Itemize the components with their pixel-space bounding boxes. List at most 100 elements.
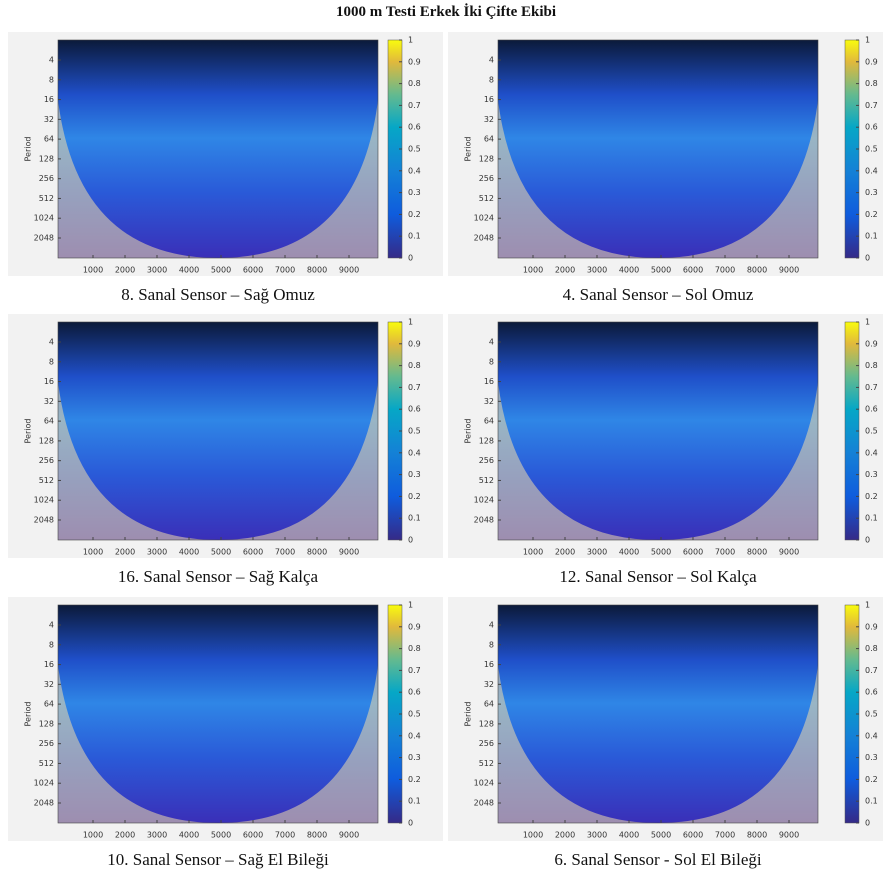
x-tick-label: 9000 bbox=[339, 831, 359, 840]
figure-title: 1000 m Testi Erkek İki Çifte Ekibi bbox=[336, 3, 556, 20]
x-tick-label: 7000 bbox=[275, 266, 295, 275]
colorbar-tick-label: 0.8 bbox=[408, 79, 421, 88]
colorbar-tick-label: 0.6 bbox=[408, 123, 421, 132]
x-tick-label: 4000 bbox=[619, 266, 639, 275]
x-tick-label: 7000 bbox=[275, 831, 295, 840]
x-tick-label: 6000 bbox=[683, 266, 703, 275]
colorbar-tick-label: 0.7 bbox=[408, 383, 421, 392]
y-tick-label: 128 bbox=[479, 436, 494, 445]
cone-of-influence bbox=[498, 100, 818, 258]
x-tick-label: 1000 bbox=[523, 831, 543, 840]
colorbar-tick-label: 0.3 bbox=[408, 470, 421, 479]
y-tick-label: 128 bbox=[39, 154, 54, 163]
wavelet-heatmap bbox=[58, 605, 378, 823]
panel-caption: 8. Sanal Sensor – Sağ Omuz bbox=[121, 285, 315, 304]
y-tick-label: 2048 bbox=[474, 516, 494, 525]
y-tick-label: 4 bbox=[489, 621, 494, 630]
y-axis-label: Period bbox=[464, 419, 473, 444]
y-tick-label: 16 bbox=[484, 95, 494, 104]
colorbar-tick-label: 0.6 bbox=[865, 123, 878, 132]
y-tick-label: 4 bbox=[489, 338, 494, 347]
y-tick-label: 8 bbox=[49, 640, 54, 649]
x-tick-label: 8000 bbox=[307, 831, 327, 840]
colorbar-tick-label: 0.7 bbox=[408, 666, 421, 675]
colorbar-tick-label: 0.8 bbox=[865, 644, 878, 653]
y-tick-label: 512 bbox=[39, 194, 54, 203]
x-tick-label: 8000 bbox=[747, 548, 767, 557]
plot-frame bbox=[57, 604, 379, 824]
y-tick-label: 1024 bbox=[34, 779, 54, 788]
y-tick-label: 4 bbox=[489, 56, 494, 65]
y-tick-label: 256 bbox=[479, 174, 494, 183]
y-tick-label: 8 bbox=[489, 75, 494, 84]
x-tick-label: 5000 bbox=[651, 548, 671, 557]
y-axis-label: Period bbox=[464, 702, 473, 727]
x-tick-label: 7000 bbox=[715, 831, 735, 840]
x-tick-label: 1000 bbox=[523, 548, 543, 557]
x-tick-label: 4000 bbox=[179, 266, 199, 275]
y-tick-label: 4 bbox=[49, 338, 54, 347]
x-tick-label: 5000 bbox=[651, 831, 671, 840]
colorbar-tick-label: 0.7 bbox=[865, 101, 878, 110]
y-axis-label: Period bbox=[24, 137, 33, 162]
x-tick-label: 9000 bbox=[779, 548, 799, 557]
y-tick-label: 32 bbox=[484, 115, 494, 124]
x-tick-label: 3000 bbox=[147, 831, 167, 840]
x-tick-label: 6000 bbox=[243, 266, 263, 275]
y-axis-label: Period bbox=[464, 137, 473, 162]
y-tick-label: 256 bbox=[479, 739, 494, 748]
colorbar-tick-label: 0.5 bbox=[408, 145, 421, 154]
y-tick-label: 4 bbox=[49, 56, 54, 65]
wavelet-heatmap bbox=[498, 40, 818, 258]
plot-frame bbox=[57, 321, 379, 541]
colorbar-tick-label: 0 bbox=[408, 819, 413, 828]
cone-of-influence bbox=[58, 665, 378, 823]
cone-of-influence bbox=[498, 665, 818, 823]
x-tick-label: 2000 bbox=[555, 831, 575, 840]
panel-caption: 10. Sanal Sensor – Sağ El Bileği bbox=[107, 850, 329, 869]
x-tick-label: 5000 bbox=[211, 831, 231, 840]
colorbar-tick-label: 0.2 bbox=[408, 210, 421, 219]
colorbar-tick-label: 0 bbox=[865, 819, 870, 828]
colorbar-tick-label: 0.9 bbox=[865, 57, 878, 66]
y-tick-label: 64 bbox=[44, 417, 54, 426]
colorbar-tick-label: 0.9 bbox=[408, 339, 421, 348]
colorbar-tick-label: 0.8 bbox=[408, 361, 421, 370]
y-tick-label: 32 bbox=[44, 680, 54, 689]
colorbar-tick-label: 1 bbox=[865, 601, 870, 610]
y-tick-label: 8 bbox=[49, 357, 54, 366]
colorbar-tick-label: 0.4 bbox=[865, 166, 878, 175]
colorbar-tick-label: 1 bbox=[408, 318, 413, 327]
colorbar-tick-label: 1 bbox=[408, 36, 413, 45]
y-tick-label: 16 bbox=[44, 377, 54, 386]
x-tick-label: 4000 bbox=[619, 548, 639, 557]
colorbar-tick-label: 0.1 bbox=[865, 514, 878, 523]
y-tick-label: 32 bbox=[484, 397, 494, 406]
x-tick-label: 3000 bbox=[587, 548, 607, 557]
colorbar-tick-label: 0.2 bbox=[865, 210, 878, 219]
colorbar-tick-label: 0.4 bbox=[865, 448, 878, 457]
y-tick-label: 64 bbox=[44, 135, 54, 144]
colorbar-tick-label: 0 bbox=[865, 536, 870, 545]
colorbar-tick-label: 0 bbox=[865, 254, 870, 263]
y-tick-label: 16 bbox=[484, 377, 494, 386]
colorbar-tick-label: 1 bbox=[865, 36, 870, 45]
y-tick-label: 128 bbox=[479, 719, 494, 728]
x-tick-label: 2000 bbox=[555, 548, 575, 557]
cone-of-influence bbox=[58, 382, 378, 540]
y-tick-label: 2048 bbox=[34, 799, 54, 808]
x-tick-label: 9000 bbox=[339, 548, 359, 557]
x-tick-label: 3000 bbox=[147, 266, 167, 275]
colorbar-tick-label: 0.3 bbox=[408, 753, 421, 762]
x-tick-label: 1000 bbox=[83, 831, 103, 840]
colorbar-tick-label: 0.8 bbox=[865, 79, 878, 88]
x-tick-label: 1000 bbox=[523, 266, 543, 275]
x-tick-label: 2000 bbox=[115, 266, 135, 275]
plot-frame bbox=[497, 39, 819, 259]
x-tick-label: 8000 bbox=[747, 266, 767, 275]
colorbar-tick-label: 0.2 bbox=[865, 775, 878, 784]
panel-caption: 16. Sanal Sensor – Sağ Kalça bbox=[118, 567, 319, 586]
y-tick-label: 512 bbox=[39, 759, 54, 768]
x-tick-label: 2000 bbox=[115, 831, 135, 840]
plot-frame bbox=[57, 39, 379, 259]
